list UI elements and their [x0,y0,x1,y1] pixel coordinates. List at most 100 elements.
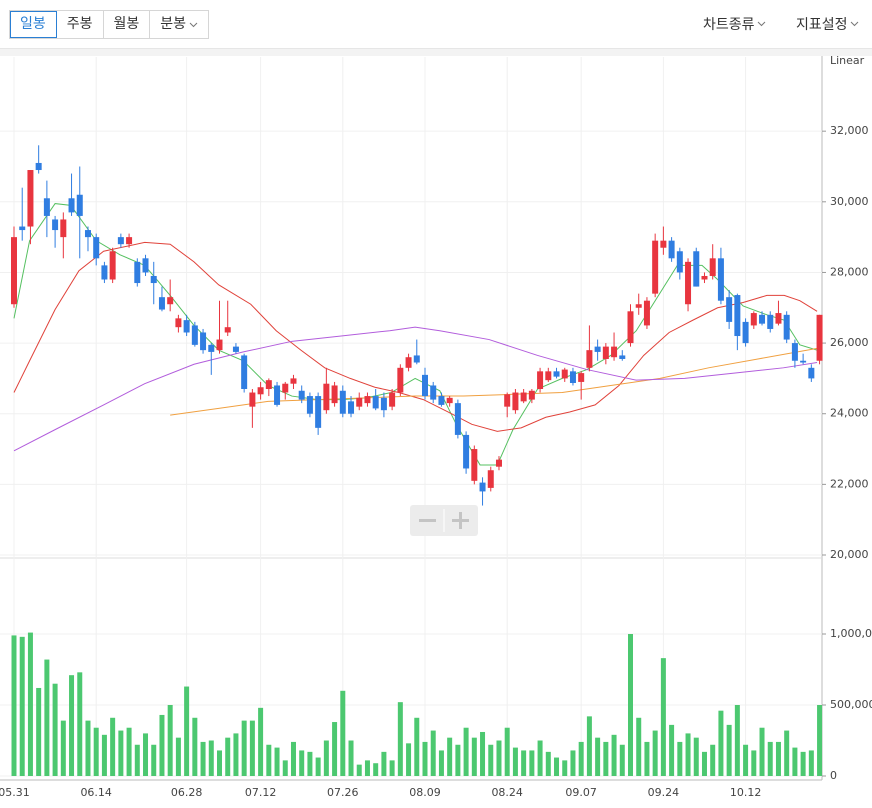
indicator-menu[interactable]: 지표설정 [796,14,859,34]
candle-body [274,385,281,405]
candle-body [660,240,667,248]
candle-body [685,261,692,305]
candle-body [717,258,724,301]
tab[interactable]: 일봉 [10,11,57,38]
candle-body [635,304,642,308]
candle-body [611,346,618,358]
candle-body [495,459,502,467]
volume-bar [644,741,650,776]
candle-body [389,392,396,407]
candle-body [586,350,593,368]
x-tick-label: 10.12 [730,786,762,799]
volume-bar [258,707,264,776]
volume-bar [743,744,749,776]
volume-bar [652,730,658,776]
moving-average [13,326,818,452]
volume-bar [266,744,272,776]
volume-bar [332,722,338,776]
candle-body [76,194,83,216]
volume-bar [299,750,305,776]
volume-bar [241,720,247,776]
zoom-out[interactable] [419,519,436,522]
volume-bar [529,750,535,776]
candle-body [282,383,289,393]
candle-body [709,258,716,276]
candle-body [216,339,223,351]
candle-body [619,355,626,359]
volume-bar [677,741,683,776]
volume-bar [77,672,83,776]
volume-bar [19,636,25,776]
volume-bar [808,750,814,776]
candle-body [60,219,67,238]
candle-body [224,327,231,333]
volume-bar [69,675,75,776]
tab[interactable]: 분봉 [150,11,208,38]
volume-bar [389,760,395,776]
tab[interactable]: 주봉 [57,11,104,38]
candle-body [134,261,141,284]
volume-bar [455,744,461,776]
candle-body [175,318,182,328]
y-tick-label: 22,000 [830,477,869,490]
candle-body [479,482,486,492]
volume-bar [438,750,444,776]
x-tick-label: 07.12 [245,786,277,799]
volume-bar [134,744,140,776]
y-tick-label: 28,000 [830,265,869,278]
chart-type-menu[interactable]: 차트종류 [703,14,766,34]
candle-body [372,396,379,409]
volume-bar [447,737,453,776]
volume-bar [282,760,288,776]
candle-body [11,237,17,305]
candle-body [298,390,305,400]
volume-bar [726,724,732,776]
candle-body [315,396,322,428]
candle-body [512,392,519,411]
menu-label: 차트종류 [703,17,755,33]
candle-body [232,346,239,352]
volume-bar [364,760,370,776]
menu-label: 지표설정 [796,17,848,33]
candle-body [93,237,100,259]
volume-bar [200,741,206,776]
volume-bar [85,720,91,776]
candle-body [652,240,659,294]
y-tick-label: 24,000 [830,407,869,420]
y-tick-label: 26,000 [830,336,869,349]
x-tick-label: 06.28 [171,786,203,799]
volume-bar [307,751,313,776]
volume-bar [775,741,781,776]
candle-body [241,355,248,389]
candle-body [43,198,50,216]
volume-bar [784,730,790,776]
candle-body [545,371,552,381]
volume-bar [693,737,699,776]
candle-body [602,346,609,359]
candle-body [27,170,34,227]
chevron [850,21,858,27]
candle-body [405,357,412,368]
separator [0,49,872,56]
volume-bar [800,751,806,776]
candle-body [446,397,453,404]
volume-bar [496,740,502,776]
candle-body [117,237,124,245]
candle-body [142,258,149,273]
candle-body [528,390,535,400]
volume-bar [554,757,560,776]
tab[interactable]: 월봉 [104,11,151,38]
tab-label: 주봉 [66,16,93,32]
volume-bar [595,737,601,776]
volume-bar [11,635,17,776]
zoom-in[interactable] [452,512,469,529]
volume-bar [636,717,642,776]
candle-body [191,325,198,345]
volume-bar [373,763,379,776]
moving-average [13,203,818,466]
volume-bar [480,731,486,776]
candle-body [627,311,634,344]
volume-bar [126,727,132,776]
candle-body [208,344,215,352]
volume-bar [463,727,469,776]
